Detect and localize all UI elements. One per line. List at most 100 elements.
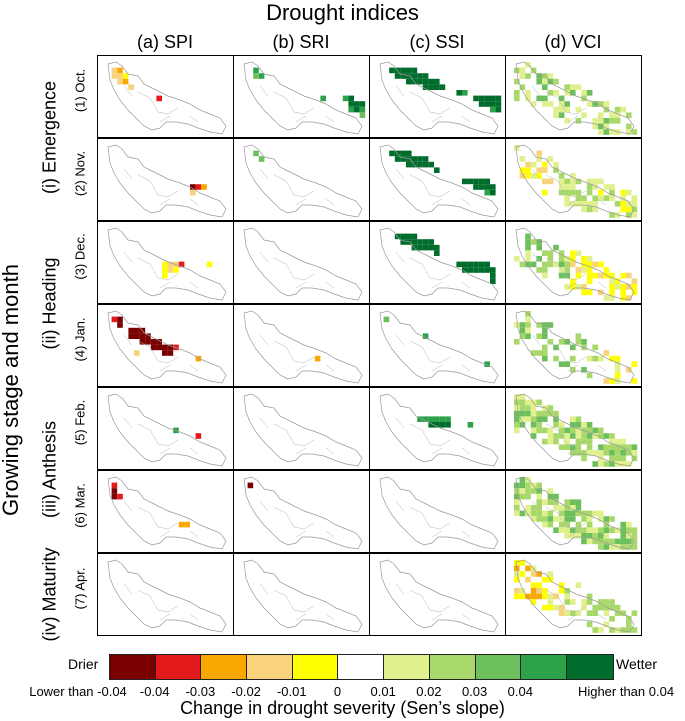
map-pixel xyxy=(519,173,526,179)
map-pixel xyxy=(206,261,213,268)
map-pixel xyxy=(514,322,520,328)
map-pixel xyxy=(495,95,502,102)
map-pixel xyxy=(530,505,537,511)
district-boundary xyxy=(259,334,335,372)
map-pixel xyxy=(575,422,582,428)
map-pixel xyxy=(631,544,638,550)
map-pixel xyxy=(542,95,548,102)
map-pixel xyxy=(564,599,570,605)
legend-swatch-6 xyxy=(384,655,430,679)
map-pixel xyxy=(111,493,118,500)
map-pixel xyxy=(354,101,360,107)
map-pixel xyxy=(586,289,593,296)
map-pixel xyxy=(519,261,526,268)
map-pixel xyxy=(586,272,593,279)
map-pixel xyxy=(570,184,576,190)
map-pixel xyxy=(603,184,610,190)
map-pixel xyxy=(530,571,537,577)
map-pixel xyxy=(581,289,587,296)
map-pixel xyxy=(478,101,485,107)
map-pixel xyxy=(514,560,520,566)
map-pixel xyxy=(598,433,604,439)
region-outline xyxy=(243,559,363,633)
map-pixel xyxy=(525,233,531,240)
map-pixel xyxy=(626,527,632,533)
map-pixel xyxy=(542,267,548,273)
map-pixel xyxy=(122,78,129,85)
map-pixel xyxy=(514,499,520,505)
map-pixel xyxy=(473,261,479,268)
map-pixel xyxy=(620,544,626,550)
map-pixel xyxy=(609,599,615,605)
map-panel-ssi-month-6 xyxy=(369,470,506,553)
map-pixel xyxy=(530,173,537,179)
map-pixel xyxy=(519,84,526,90)
map-pixel xyxy=(581,516,587,522)
map-pixel xyxy=(536,156,542,162)
map-pixel xyxy=(564,90,570,96)
map-pixel xyxy=(490,189,496,196)
map-pixel xyxy=(484,184,490,190)
month-label: (7) Apr. xyxy=(72,567,88,610)
stage-label: (iv) Maturity xyxy=(39,547,60,641)
map-pixel xyxy=(117,493,123,500)
map-pixel xyxy=(428,422,434,428)
map-pixel xyxy=(417,244,423,251)
map-pixel xyxy=(614,538,621,545)
region-outline xyxy=(515,393,635,467)
map-pixel xyxy=(547,488,554,494)
district-boundary xyxy=(531,583,607,621)
map-pixel xyxy=(620,533,626,539)
map-pixel xyxy=(519,488,526,494)
y-axis-label: Growing stage and month xyxy=(0,264,23,516)
map-pixel xyxy=(564,444,570,450)
map-pixel xyxy=(411,73,418,79)
map-pixel xyxy=(536,582,542,588)
map-pixel xyxy=(519,571,526,577)
map-pixel xyxy=(519,156,526,162)
map-pixel xyxy=(536,488,542,494)
map-pixel xyxy=(581,90,587,96)
map-pixel xyxy=(598,112,604,118)
map-pixel xyxy=(542,344,548,351)
district-boundary xyxy=(395,583,471,621)
map-pixel xyxy=(348,101,354,107)
map-pixel xyxy=(514,410,520,417)
map-pixel xyxy=(581,527,587,533)
map-pixel xyxy=(536,350,542,356)
map-pixel xyxy=(626,367,632,373)
map-pixel xyxy=(620,106,626,113)
map-pixel xyxy=(530,416,537,422)
map-pixel xyxy=(626,544,632,550)
map-pixel xyxy=(462,261,468,268)
map-pixel xyxy=(514,405,520,411)
map-pixel xyxy=(519,73,526,79)
legend-tick-label: Lower than -0.04 xyxy=(29,684,127,699)
map-pixel xyxy=(462,267,468,273)
map-pixel xyxy=(514,576,520,583)
map-pixel xyxy=(167,267,174,273)
map-pixel xyxy=(631,610,638,616)
map-panel-vci-month-1 xyxy=(505,55,642,138)
map-panel-sri-month-3 xyxy=(233,221,370,304)
map-pixel xyxy=(422,161,429,168)
map-pixel xyxy=(614,112,621,118)
map-pixel xyxy=(626,521,632,528)
map-pixel xyxy=(490,184,496,190)
map-pixel xyxy=(609,538,615,545)
map-pixel xyxy=(570,278,576,284)
map-pixel xyxy=(439,416,446,422)
map-pixel xyxy=(320,95,326,102)
map-pixel xyxy=(530,261,537,268)
map-pixel xyxy=(626,201,632,207)
map-pixel xyxy=(626,538,632,545)
map-pixel xyxy=(581,367,587,373)
map-pixel xyxy=(117,322,123,328)
map-pixel xyxy=(478,95,485,102)
map-pixel xyxy=(462,178,468,185)
map-pixel xyxy=(570,355,576,362)
map-pixel xyxy=(553,493,559,500)
map-pixel xyxy=(406,67,412,74)
map-pixel xyxy=(609,118,615,124)
map-pixel xyxy=(111,316,118,323)
